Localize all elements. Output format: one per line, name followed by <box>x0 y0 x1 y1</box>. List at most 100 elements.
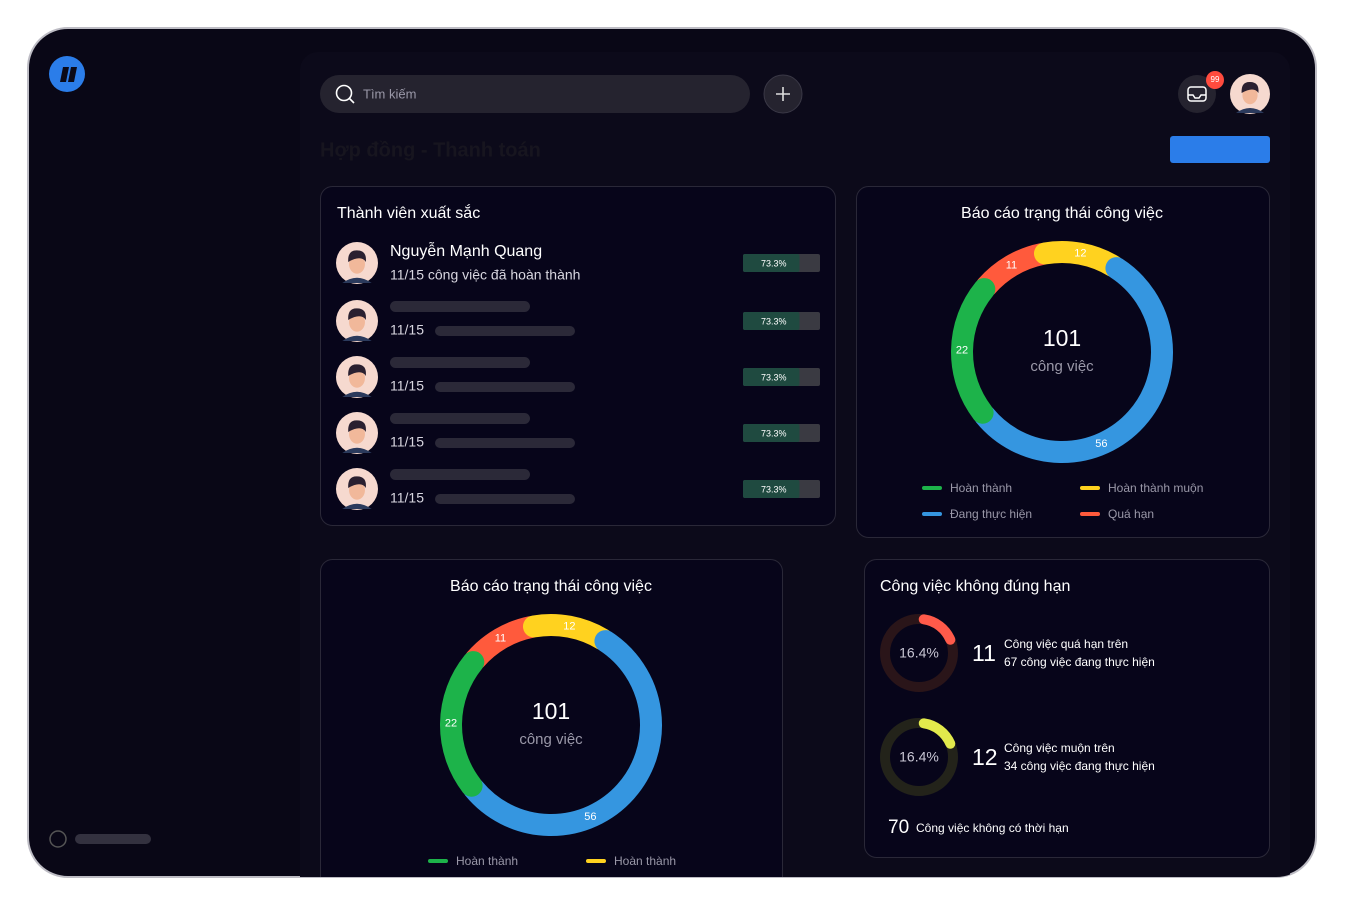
primary-button[interactable] <box>1170 136 1270 163</box>
avatar-shirt <box>342 391 372 397</box>
progress-fill <box>743 312 800 330</box>
legend-swatch <box>586 859 606 863</box>
segment-label: 56 <box>1095 438 1107 450</box>
avatar-shirt <box>342 277 372 283</box>
donut-segment <box>462 630 662 836</box>
no-deadline-label: Công việc không có thời hạn <box>916 821 1069 835</box>
text-placeholder <box>435 326 575 336</box>
card <box>864 559 1270 858</box>
badge-count: 99 <box>1211 75 1220 84</box>
line1: Công việc muộn trên <box>1004 741 1115 755</box>
segment-label: 11 <box>495 633 506 645</box>
donut-segment <box>440 651 485 797</box>
search-icon <box>348 97 355 104</box>
search-icon <box>335 84 353 102</box>
donut-total-label: công việc <box>1030 358 1094 375</box>
count: 12 <box>972 744 998 770</box>
member-name: Nguyễn Mạnh Quang <box>390 241 542 260</box>
text-placeholder <box>435 382 575 392</box>
segment-label: 56 <box>584 811 596 823</box>
sidebar-icon <box>49 830 67 848</box>
line2: 34 công việc đang thực hiện <box>1004 759 1155 773</box>
donut-segment <box>973 257 1173 463</box>
count: 70 <box>888 817 909 838</box>
progress-label: 73.3% <box>761 428 787 438</box>
progress-fill <box>743 254 800 272</box>
segment-label: 22 <box>956 345 968 357</box>
progress-fill <box>743 480 800 498</box>
card-title: Báo cáo trạng thái công việc <box>450 578 652 595</box>
legend-swatch <box>1080 512 1100 516</box>
donut-total: 101 <box>532 698 570 724</box>
ring-arc <box>918 614 956 645</box>
member-tasks: 11/15 <box>390 322 424 338</box>
progress-fill <box>743 424 800 442</box>
name-placeholder <box>390 413 530 424</box>
member-tasks: 11/15 <box>390 434 424 450</box>
line2: 67 công việc đang thực hiện <box>1004 655 1155 669</box>
ring-label: 16.4% <box>899 749 939 765</box>
donut-total-label: công việc <box>519 731 583 748</box>
inbox-icon <box>1188 94 1206 99</box>
add-icon <box>776 87 790 101</box>
segment-label: 12 <box>563 621 575 633</box>
card-title: Công việc không đúng hạn <box>880 578 1070 595</box>
text-placeholder <box>435 438 575 448</box>
avatar-shirt <box>342 447 372 453</box>
donut-segment <box>951 278 996 424</box>
avatar-shirt <box>342 335 372 341</box>
avatar-hair <box>348 364 366 376</box>
avatar-shirt <box>342 503 372 509</box>
name-placeholder <box>390 469 530 480</box>
name-placeholder <box>390 301 530 312</box>
legend-label: Hoàn thành <box>950 481 1012 495</box>
avatar-shirt <box>1236 108 1264 113</box>
line1: Công việc quá hạn trên <box>1004 637 1128 651</box>
member-tasks: 11/15 <box>390 490 424 506</box>
search-box[interactable] <box>320 75 750 113</box>
progress-label: 73.3% <box>761 372 787 382</box>
avatar-hair <box>1241 81 1259 93</box>
segment-label: 11 <box>1006 260 1017 272</box>
page-title: Hợp đồng - Thanh toán <box>320 139 541 161</box>
name-placeholder <box>390 357 530 368</box>
search-placeholder: Tìm kiếm <box>363 86 416 101</box>
legend-label: Hoàn thành <box>614 854 676 868</box>
ring-arc <box>918 718 956 749</box>
count: 11 <box>972 640 996 666</box>
member-tasks: 11/15 công việc đã hoàn thành <box>390 267 580 283</box>
card-title: Thành viên xuất sắc <box>337 203 480 222</box>
card <box>856 186 1270 538</box>
legend-label: Hoàn thành muộn <box>1108 481 1203 495</box>
donut-total: 101 <box>1043 325 1081 351</box>
progress-label: 73.3% <box>761 316 787 326</box>
avatar-hair <box>348 308 366 320</box>
text-placeholder <box>435 494 575 504</box>
legend-swatch <box>922 512 942 516</box>
progress-fill <box>743 368 800 386</box>
segment-label: 12 <box>1074 248 1086 260</box>
legend-label: Hoàn thành <box>456 854 518 868</box>
legend-label: Quá hạn <box>1108 507 1154 521</box>
avatar-hair <box>348 420 366 432</box>
user-avatar[interactable] <box>1230 74 1270 114</box>
member-tasks: 11/15 <box>390 378 424 394</box>
logo-mark <box>60 67 77 82</box>
legend-swatch <box>1080 486 1100 490</box>
badge <box>1206 71 1224 89</box>
sidebar-placeholder <box>75 834 151 844</box>
avatar-hair <box>348 250 366 262</box>
inbox-icon <box>1187 86 1207 102</box>
inbox-button[interactable] <box>1178 75 1216 113</box>
ring-label: 16.4% <box>899 645 939 661</box>
avatar-hair <box>348 476 366 488</box>
card <box>320 559 783 877</box>
segment-label: 22 <box>445 718 457 730</box>
card-title: Báo cáo trạng thái công việc <box>961 205 1163 222</box>
legend-swatch <box>922 486 942 490</box>
progress-label: 73.3% <box>761 258 787 268</box>
progress-label: 73.3% <box>761 484 787 494</box>
legend-swatch <box>428 859 448 863</box>
legend-label: Đang thực hiện <box>950 507 1032 521</box>
